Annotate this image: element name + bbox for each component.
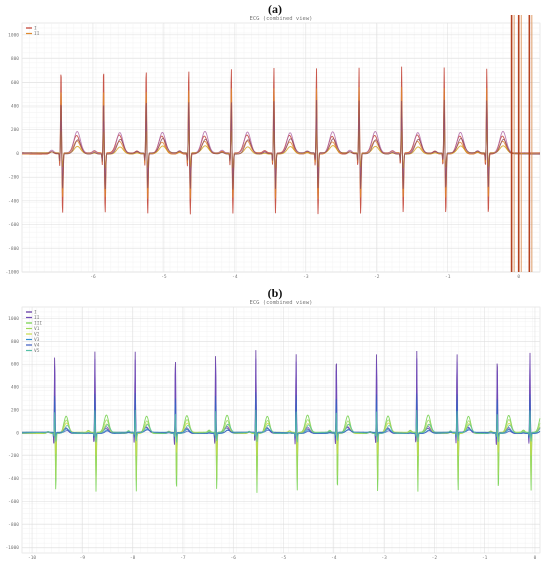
ecg-chart-a: ECG (combined view) 1000 800 600 400 200 0 -200… xyxy=(5,15,541,280)
series-line xyxy=(21,99,540,190)
y-tick-label: -1000 xyxy=(5,545,19,551)
panel-label-a: (a) xyxy=(268,2,282,16)
x-tick-label: -4 xyxy=(331,555,337,561)
chart-title: ECG (combined view) xyxy=(250,300,313,306)
x-tick-label: -3 xyxy=(381,555,387,561)
legend-label: II xyxy=(34,31,40,37)
y-tick-label: -1000 xyxy=(5,270,19,276)
y-tick-label: 400 xyxy=(11,104,19,110)
y-tick-label: 200 xyxy=(11,407,19,413)
y-tick-label: -400 xyxy=(8,198,19,204)
grid xyxy=(21,306,541,554)
legend: III xyxy=(26,26,40,37)
y-tick-label: -600 xyxy=(8,222,19,228)
x-tick-label: -4 xyxy=(232,274,238,280)
y-tick-label: 800 xyxy=(11,339,19,345)
ecg-chart-b: ECG (combined view) 1000 800 600 400 200 0 -200… xyxy=(5,300,541,561)
legend-label: V1 xyxy=(34,326,40,332)
panel-label-b: (b) xyxy=(267,286,283,300)
chart-title: ECG (combined view) xyxy=(250,16,313,22)
y-tick-label: 800 xyxy=(11,56,19,62)
x-tick-label: -5 xyxy=(161,274,167,280)
y-tick-label: -600 xyxy=(8,499,19,505)
x-tick-label: -2 xyxy=(374,274,380,280)
y-tick-label: -200 xyxy=(8,175,19,181)
grid xyxy=(21,22,541,273)
series-line xyxy=(22,409,541,444)
legend-label: II xyxy=(34,315,40,321)
x-tick-label: 0 xyxy=(534,555,537,561)
y-tick-label: 600 xyxy=(11,362,19,368)
x-tick-label: -8 xyxy=(130,555,136,561)
x-tick-label: -9 xyxy=(80,555,86,561)
legend-label: V4 xyxy=(34,343,40,349)
y-tick-label: -200 xyxy=(8,453,19,459)
x-tick-label: -1 xyxy=(482,555,488,561)
y-tick-label: 1000 xyxy=(8,32,19,38)
x-tick-label: 0 xyxy=(517,274,520,280)
x-tick-label: -10 xyxy=(28,555,36,561)
series-line xyxy=(21,398,541,440)
y-tick-label: 600 xyxy=(11,80,19,86)
y-tick-label: 0 xyxy=(16,430,19,436)
y-tick-label: 200 xyxy=(11,127,19,133)
x-tick-label: -2 xyxy=(432,555,438,561)
x-tick-label: -7 xyxy=(180,555,186,561)
y-tick-label: -800 xyxy=(8,522,19,528)
x-tick-label: -6 xyxy=(90,274,96,280)
x-tick-label: -6 xyxy=(231,555,237,561)
legend-label: V2 xyxy=(34,332,40,338)
y-tick-label: -800 xyxy=(8,246,19,252)
y-tick-label: 0 xyxy=(16,151,19,157)
x-tick-label: -3 xyxy=(303,274,309,280)
legend-label: I xyxy=(34,310,37,316)
legend-label: III xyxy=(34,321,42,327)
x-tick-label: -5 xyxy=(281,555,287,561)
legend-label: V5 xyxy=(34,348,40,354)
legend-label: I xyxy=(34,26,37,32)
y-tick-label: -400 xyxy=(8,476,19,482)
legend-label: V3 xyxy=(34,337,40,343)
y-tick-label: 400 xyxy=(11,385,19,391)
x-tick-label: -1 xyxy=(445,274,451,280)
y-tick-label: 1000 xyxy=(8,316,19,322)
